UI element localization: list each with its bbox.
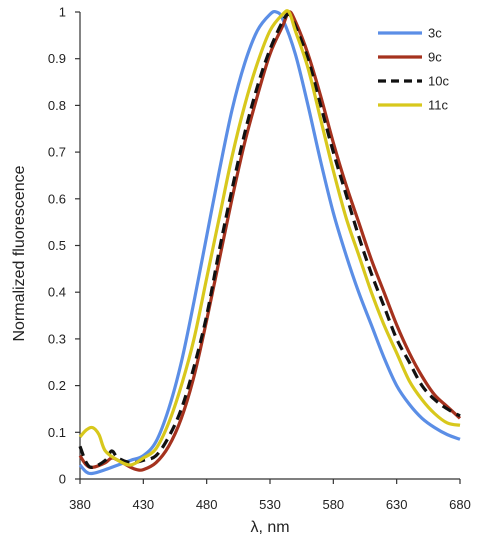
- y-tick-label: 0.2: [48, 378, 66, 393]
- x-tick-label: 680: [449, 497, 471, 512]
- series-line-11c: [78, 9, 461, 467]
- legend-label-9c: 9c: [428, 50, 442, 65]
- y-tick-label: 1: [59, 5, 66, 20]
- x-axis-title: λ, nm: [250, 519, 289, 536]
- legend-label-10c: 10c: [428, 74, 449, 89]
- x-tick-label: 530: [259, 497, 281, 512]
- y-ticks: 0 0.1 0.2 0.3 0.4 0.5 0.6 0.7 0.8 0.9 1: [48, 5, 80, 487]
- series-line-9c: [78, 10, 462, 472]
- series-line-10c: [78, 12, 461, 469]
- legend-label-3c: 3c: [428, 26, 442, 41]
- y-tick-label: 0.1: [48, 425, 66, 440]
- x-ticks: 380 430 480 530 580 630 680: [69, 479, 471, 512]
- y-tick-label: 0.8: [48, 98, 66, 113]
- legend-label-11c: 11c: [428, 98, 448, 113]
- y-tick-label: 0: [59, 472, 66, 487]
- x-tick-label: 480: [196, 497, 218, 512]
- x-tick-label: 580: [322, 497, 344, 512]
- y-tick-label: 0.5: [48, 238, 66, 253]
- x-tick-label: 380: [69, 497, 91, 512]
- series-lines: [78, 9, 462, 476]
- y-tick-label: 0.9: [48, 51, 66, 66]
- y-tick-label: 0.7: [48, 145, 66, 160]
- axes: [79, 12, 460, 480]
- y-tick-label: 0.4: [48, 285, 66, 300]
- y-axis-title: Normalized fluorescence: [11, 165, 28, 341]
- legend: 3c 9c 10c 11c: [378, 26, 449, 113]
- series-line-3c: [78, 9, 461, 476]
- y-tick-label: 0.6: [48, 191, 66, 206]
- x-tick-label: 630: [386, 497, 408, 512]
- x-tick-label: 430: [132, 497, 154, 512]
- y-tick-label: 0.3: [48, 331, 66, 346]
